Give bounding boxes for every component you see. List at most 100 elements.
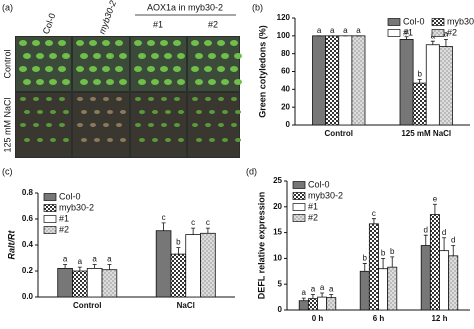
- significance-letter: b: [176, 238, 181, 247]
- error-bar: [432, 203, 437, 215]
- seedling: [77, 123, 83, 127]
- seedling: [32, 40, 40, 46]
- significance-letter: c: [372, 209, 376, 218]
- error-bar: [320, 292, 325, 298]
- significance-letter: a: [329, 285, 334, 294]
- legend-swatch: [43, 215, 57, 223]
- legend-swatch: [43, 193, 57, 201]
- error-bar: [390, 256, 395, 268]
- column-label: myb30-2: [97, 0, 118, 35]
- panel-label: (d): [246, 166, 257, 176]
- seedling: [45, 40, 53, 46]
- bar: [326, 297, 337, 311]
- seedling: [209, 138, 215, 142]
- seedling: [50, 138, 56, 142]
- error-bar: [107, 264, 112, 270]
- legend-label: myb30-2: [447, 16, 474, 26]
- bar: [399, 39, 414, 126]
- x-tick-label: Control: [325, 129, 353, 138]
- error-bar: [176, 247, 181, 255]
- seedling: [49, 79, 57, 85]
- column-label: #2: [208, 19, 218, 29]
- seedling: [19, 40, 27, 46]
- bar: [307, 298, 318, 311]
- bar: [420, 245, 431, 311]
- panel-label: (b): [252, 2, 263, 12]
- error-bar: [404, 36, 409, 40]
- seedling: [174, 97, 180, 101]
- significance-letter: a: [317, 26, 322, 35]
- bar: [155, 230, 172, 298]
- seedling: [196, 138, 202, 142]
- x-tick-label: 12 h: [431, 314, 447, 323]
- y-axis-label: Green cotyledons (%): [257, 25, 267, 118]
- significance-letter: a: [302, 288, 307, 297]
- x-tick-label: NaCl: [177, 301, 195, 310]
- seedling: [222, 138, 228, 142]
- error-bar: [205, 227, 210, 234]
- significance-letter: e: [433, 194, 438, 203]
- seedling: [234, 79, 242, 85]
- legend-label: Col-0: [403, 16, 425, 26]
- seedling: [115, 66, 123, 72]
- significance-letter: a: [107, 255, 112, 264]
- seedling: [196, 110, 202, 114]
- y-tick-label: 0.0: [22, 292, 34, 301]
- significance-letter: a: [343, 26, 348, 35]
- x-tick-label: 0 h: [312, 314, 324, 323]
- seedling: [165, 138, 171, 142]
- seedling: [37, 138, 43, 142]
- bar: [338, 35, 353, 126]
- bar: [72, 270, 88, 298]
- legend-swatch: [431, 29, 445, 37]
- seedling: [161, 123, 167, 127]
- bar: [170, 253, 187, 298]
- seedling: [46, 97, 52, 101]
- seedling: [76, 66, 84, 72]
- seedling: [116, 97, 122, 101]
- significance-letter: a: [356, 26, 361, 35]
- seedling: [221, 79, 229, 85]
- y-tick-label: 15: [273, 228, 282, 237]
- seedling: [231, 123, 237, 127]
- seedling: [20, 123, 26, 127]
- y-tick-label: 60: [281, 67, 290, 76]
- seedling: [23, 53, 31, 59]
- legend-swatch: [43, 204, 57, 212]
- seedling: [164, 53, 172, 59]
- seedling: [164, 79, 172, 85]
- error-bar: [423, 234, 428, 246]
- bar: [312, 35, 327, 126]
- seedling: [230, 66, 238, 72]
- legend-label: Col-0: [59, 191, 81, 201]
- significance-letter: a: [330, 26, 335, 35]
- seedling: [90, 97, 96, 101]
- significance-letter: a: [78, 257, 83, 266]
- seedling: [160, 66, 168, 72]
- error-bar: [329, 294, 334, 298]
- error-bar: [451, 245, 456, 256]
- seedling: [151, 53, 159, 59]
- seedling: [20, 97, 26, 101]
- error-bar: [92, 264, 97, 269]
- seedling: [165, 110, 171, 114]
- y-tick-label: 0.6: [22, 214, 34, 223]
- y-tick-label: 20: [281, 102, 290, 111]
- seedling: [81, 138, 87, 142]
- seedling: [208, 53, 216, 59]
- error-bar: [63, 264, 68, 269]
- y-tick-label: 40: [281, 84, 290, 93]
- error-bar: [191, 227, 196, 235]
- significance-letter: c: [206, 218, 210, 227]
- seedling: [178, 138, 184, 142]
- seedling: [76, 40, 84, 46]
- seedling: [204, 66, 212, 72]
- seedling: [120, 110, 126, 114]
- seedling: [90, 123, 96, 127]
- seedling: [152, 110, 158, 114]
- seedling: [134, 66, 142, 72]
- y-tick-label: 0.2: [22, 266, 34, 275]
- seedling: [37, 110, 43, 114]
